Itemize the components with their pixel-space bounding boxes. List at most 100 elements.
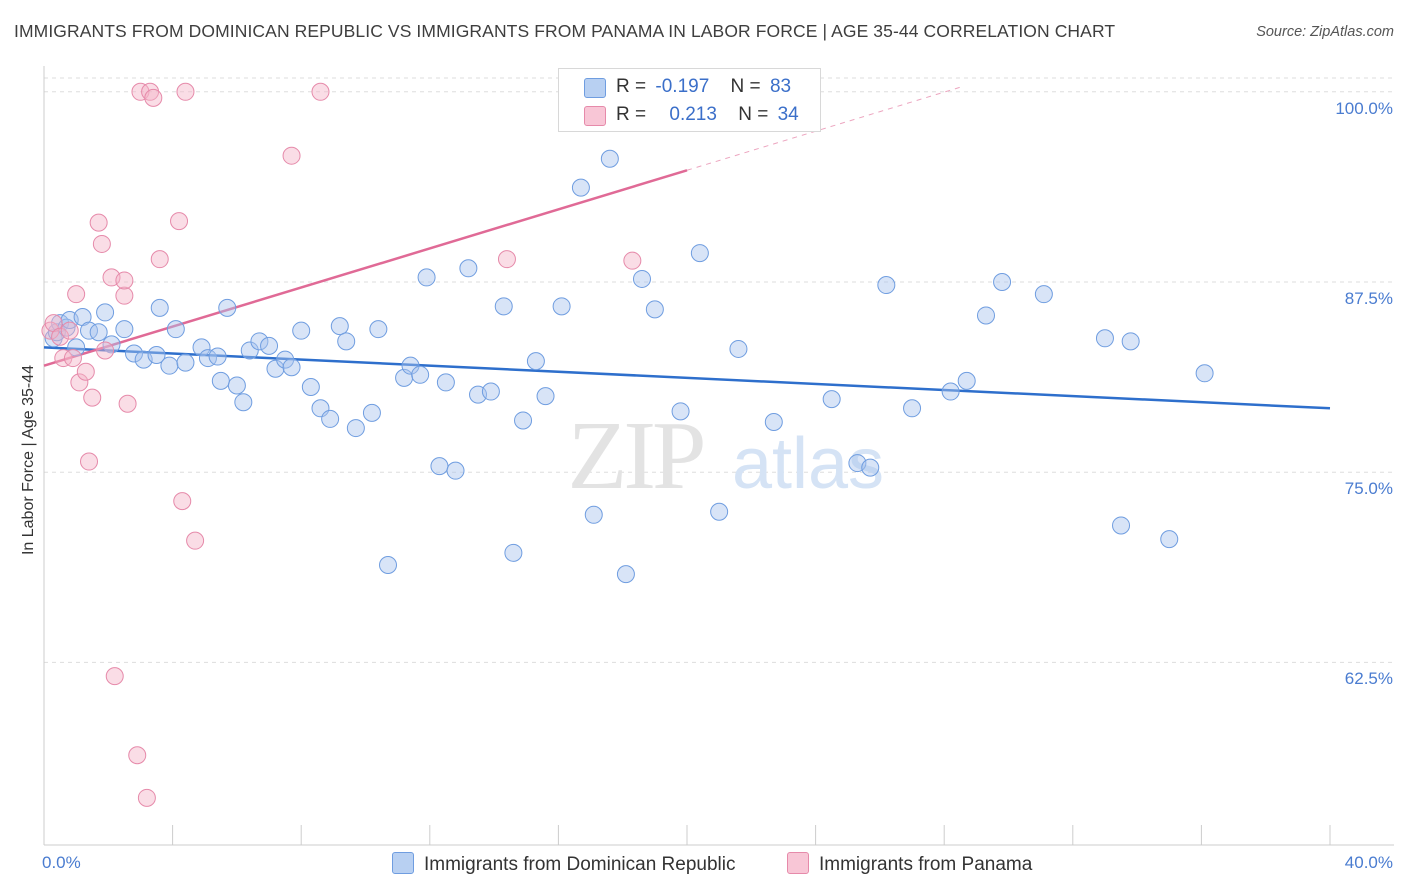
data-point-pink bbox=[60, 321, 79, 340]
legend-r-value: -0.197 bbox=[655, 76, 710, 97]
data-point-blue bbox=[526, 352, 545, 371]
data-point-blue bbox=[957, 371, 976, 390]
data-point-pink bbox=[170, 212, 189, 231]
data-point-blue bbox=[1121, 332, 1140, 351]
data-point-blue bbox=[764, 412, 783, 431]
axes bbox=[43, 66, 1394, 846]
data-point-blue bbox=[822, 390, 841, 409]
data-point-blue bbox=[584, 505, 603, 524]
data-point-pink bbox=[51, 327, 70, 346]
data-point-blue bbox=[176, 353, 195, 372]
data-point-blue bbox=[51, 314, 70, 333]
data-point-blue bbox=[1112, 516, 1131, 535]
y-tick-label: 62.5% bbox=[1344, 669, 1393, 689]
data-point-blue bbox=[89, 323, 108, 342]
legend-n-label: N = bbox=[738, 104, 769, 125]
data-point-blue bbox=[198, 349, 217, 368]
correlation-legend: R = -0.197 N = 83 R = 0.213 N = 34 bbox=[558, 68, 821, 132]
data-point-blue bbox=[250, 332, 269, 351]
data-point-pink bbox=[89, 213, 108, 232]
trend-line-blue bbox=[43, 346, 1331, 410]
data-point-blue bbox=[536, 387, 555, 406]
data-point-blue bbox=[941, 382, 960, 401]
data-point-blue bbox=[330, 317, 349, 336]
data-point-blue bbox=[292, 321, 311, 340]
data-point-pink bbox=[54, 349, 73, 368]
legend-r-label: R = bbox=[616, 104, 647, 125]
legend-r-value: 0.213 bbox=[669, 104, 717, 125]
data-point-blue bbox=[877, 276, 896, 295]
data-point-pink bbox=[96, 341, 115, 360]
data-point-blue bbox=[1195, 364, 1214, 383]
data-point-blue bbox=[80, 321, 99, 340]
y-tick-label: 100.0% bbox=[1335, 98, 1393, 118]
data-point-blue bbox=[710, 502, 729, 521]
gridlines bbox=[44, 77, 1394, 663]
data-point-blue bbox=[192, 338, 211, 357]
legend-n-label: N = bbox=[730, 76, 761, 97]
data-point-blue bbox=[218, 298, 237, 317]
data-point-pink bbox=[118, 394, 137, 413]
chart-title: IMMIGRANTS FROM DOMINICAN REPUBLIC VS IM… bbox=[14, 21, 1116, 41]
data-point-blue bbox=[115, 320, 134, 339]
data-point-blue bbox=[459, 259, 478, 278]
data-point-blue bbox=[234, 393, 253, 412]
data-point-blue bbox=[632, 269, 651, 288]
data-point-pink bbox=[173, 492, 192, 511]
x-tick-label: 40.0% bbox=[1344, 853, 1393, 872]
data-point-pink bbox=[80, 452, 99, 471]
legend-swatch-blue bbox=[584, 78, 606, 98]
trend-line-pink-extension bbox=[686, 86, 961, 171]
data-point-blue bbox=[616, 565, 635, 584]
data-point-blue bbox=[362, 403, 381, 422]
watermark-atlas: atlas bbox=[732, 424, 884, 504]
data-point-pink bbox=[144, 88, 163, 107]
data-point-blue bbox=[301, 377, 320, 396]
data-point-blue bbox=[379, 556, 398, 575]
data-point-blue bbox=[260, 336, 279, 355]
data-point-blue bbox=[514, 411, 533, 430]
data-point-blue bbox=[67, 338, 86, 357]
y-tick-label: 87.5% bbox=[1344, 288, 1393, 308]
data-point-blue bbox=[125, 344, 144, 363]
data-point-pink bbox=[128, 746, 147, 765]
data-point-blue bbox=[861, 458, 880, 477]
data-point-blue bbox=[346, 419, 365, 438]
data-point-blue bbox=[436, 373, 455, 392]
data-point-blue bbox=[266, 359, 285, 378]
data-point-blue bbox=[481, 382, 500, 401]
data-point-pink bbox=[70, 373, 89, 392]
data-point-blue bbox=[504, 543, 523, 562]
data-point-blue bbox=[401, 356, 420, 375]
data-point-blue bbox=[600, 149, 619, 168]
data-point-blue bbox=[903, 399, 922, 418]
y-axis-label: In Labor Force | Age 35-44 bbox=[20, 364, 37, 556]
data-point-blue bbox=[150, 298, 169, 317]
bottom-legend-swatch-pink bbox=[787, 852, 809, 874]
watermark: ZIP atlas bbox=[568, 402, 885, 510]
data-point-blue bbox=[211, 371, 230, 390]
data-point-blue bbox=[446, 461, 465, 480]
data-point-pink bbox=[282, 146, 301, 165]
data-point-pink bbox=[83, 388, 102, 407]
data-point-blue bbox=[337, 332, 356, 351]
data-point-blue bbox=[645, 300, 664, 319]
data-point-pink bbox=[115, 286, 134, 305]
data-point-blue bbox=[571, 178, 590, 197]
data-point-blue bbox=[240, 341, 259, 360]
trend-lines bbox=[43, 86, 1331, 410]
data-point-blue bbox=[552, 297, 571, 316]
y-tick-label: 75.0% bbox=[1344, 479, 1393, 499]
series-panama-points bbox=[41, 82, 642, 807]
data-point-blue bbox=[227, 376, 246, 395]
legend-n-value: 34 bbox=[777, 104, 799, 125]
data-point-blue bbox=[160, 356, 179, 375]
data-point-blue bbox=[147, 346, 166, 365]
series-dominican-republic-points bbox=[44, 149, 1214, 584]
data-point-pink bbox=[92, 234, 111, 253]
x-tick-label: 0.0% bbox=[42, 853, 81, 872]
data-point-blue bbox=[1034, 285, 1053, 304]
watermark-zip: ZIP bbox=[568, 402, 703, 510]
data-point-blue bbox=[417, 268, 436, 287]
